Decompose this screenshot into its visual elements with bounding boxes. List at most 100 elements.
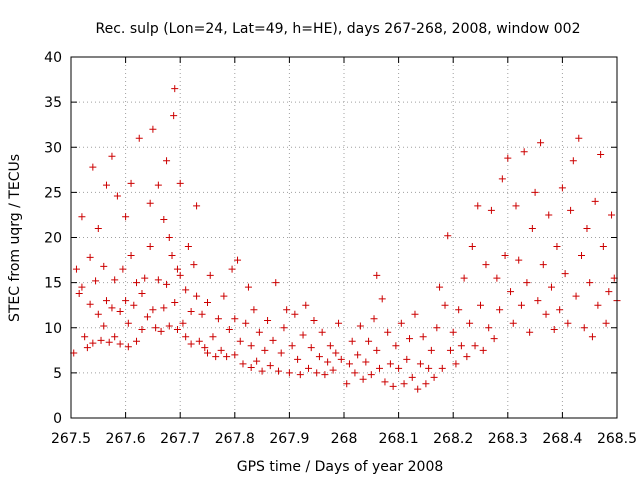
data-point xyxy=(578,252,586,260)
data-point xyxy=(569,157,577,165)
x-tick-label: 267.7 xyxy=(160,431,200,447)
data-point xyxy=(586,279,594,287)
data-point xyxy=(493,274,501,282)
data-point xyxy=(234,256,242,264)
data-point xyxy=(149,306,157,314)
data-point xyxy=(351,369,359,377)
data-point xyxy=(553,243,561,251)
data-point xyxy=(89,163,97,171)
data-point xyxy=(225,326,233,334)
data-point xyxy=(187,340,195,348)
data-point xyxy=(154,181,162,189)
data-point xyxy=(490,335,498,343)
data-point xyxy=(247,363,255,371)
data-point xyxy=(345,360,353,368)
data-point xyxy=(127,179,135,187)
data-point xyxy=(285,369,293,377)
data-point xyxy=(130,301,138,309)
x-tick-label: 267.9 xyxy=(269,431,309,447)
data-point xyxy=(591,197,599,205)
data-point xyxy=(329,366,337,374)
data-point xyxy=(176,179,184,187)
data-point xyxy=(389,382,397,390)
data-point xyxy=(146,243,154,251)
data-point xyxy=(163,280,171,288)
data-point xyxy=(395,364,403,372)
data-point xyxy=(242,319,250,327)
data-point xyxy=(149,125,157,133)
data-point xyxy=(179,319,187,327)
data-point xyxy=(575,134,583,142)
data-point xyxy=(220,292,228,300)
data-point xyxy=(113,192,121,200)
data-point xyxy=(78,213,86,221)
data-point xyxy=(214,315,222,323)
data-point xyxy=(501,252,509,260)
data-point xyxy=(460,274,468,282)
data-point xyxy=(283,306,291,314)
data-point xyxy=(583,224,591,232)
data-point xyxy=(411,310,419,318)
data-point xyxy=(436,283,444,291)
data-point xyxy=(102,297,110,305)
y-tick-label: 30 xyxy=(44,140,62,156)
y-tick-label: 40 xyxy=(44,50,62,66)
data-point xyxy=(324,358,332,366)
x-tick-label: 267.8 xyxy=(215,431,255,447)
data-point xyxy=(182,286,190,294)
data-point xyxy=(296,371,304,379)
data-point xyxy=(307,344,315,352)
data-point xyxy=(138,326,146,334)
data-point xyxy=(228,265,236,273)
data-point xyxy=(193,292,201,300)
data-point xyxy=(485,324,493,332)
data-point xyxy=(375,364,383,372)
data-point xyxy=(373,346,381,354)
data-point xyxy=(152,324,160,332)
data-point xyxy=(165,234,173,241)
y-tick-label: 20 xyxy=(44,231,62,247)
data-point xyxy=(326,342,334,350)
data-point xyxy=(537,139,545,147)
data-point xyxy=(108,152,116,160)
data-point xyxy=(81,333,89,341)
data-point xyxy=(124,343,132,351)
data-point xyxy=(335,319,343,327)
data-point xyxy=(92,277,100,285)
data-point xyxy=(157,327,165,335)
data-point xyxy=(83,344,91,352)
data-point xyxy=(588,333,596,341)
data-point xyxy=(444,232,452,240)
data-point xyxy=(255,328,263,336)
data-point xyxy=(580,324,588,332)
data-point xyxy=(384,328,392,336)
data-point xyxy=(108,304,116,312)
data-point xyxy=(102,181,110,189)
data-point xyxy=(133,279,141,287)
data-point xyxy=(258,367,266,375)
data-point xyxy=(408,373,416,381)
data-point xyxy=(332,349,340,357)
data-point xyxy=(182,333,190,341)
data-point xyxy=(78,283,86,291)
data-point xyxy=(124,319,132,327)
data-point xyxy=(449,328,457,336)
data-point xyxy=(498,175,506,183)
chart-title: Rec. sulp (Lon=24, Lat=49, h=HE), days 2… xyxy=(96,21,581,37)
data-point xyxy=(127,252,135,260)
data-point xyxy=(397,319,405,327)
data-point xyxy=(362,358,370,366)
data-point xyxy=(315,353,323,361)
data-point xyxy=(479,346,487,354)
data-point xyxy=(89,339,97,347)
data-point xyxy=(474,202,482,210)
data-point xyxy=(365,337,373,345)
data-point xyxy=(97,336,105,344)
data-point xyxy=(463,353,471,361)
data-point xyxy=(318,328,326,336)
data-point xyxy=(487,206,495,214)
data-point xyxy=(94,310,102,318)
data-point xyxy=(381,378,389,386)
data-point xyxy=(556,306,564,314)
data-point xyxy=(441,301,449,309)
